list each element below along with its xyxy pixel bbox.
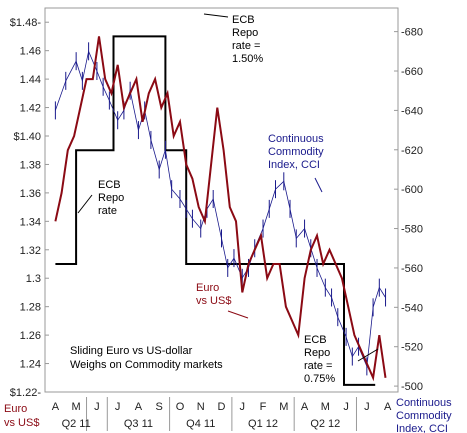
annotation-ecb-rate: rate (98, 205, 117, 217)
annotation-leader-cci (314, 177, 323, 193)
annotation-ecb-075: ECB (304, 334, 327, 346)
annotation-cci: Index, CCI (268, 159, 320, 171)
annotation-euro-label: vs US$ (196, 295, 231, 307)
y-right-axis-title: Commodity (396, 410, 452, 422)
annotation-ecb-075: 0.75% (304, 373, 335, 385)
y-left-tick-label: $1.40 (13, 131, 41, 143)
y-left-axis-title: vs US$ (4, 417, 39, 429)
x-quarter-label: Q1 12 (248, 418, 278, 430)
x-month-label: J (364, 401, 370, 413)
y-right-tick-label: -580 (401, 224, 423, 236)
x-quarter-label: Q2 12 (310, 418, 340, 430)
y-right-tick-label: -500 (401, 381, 423, 393)
x-month-label: J (115, 401, 121, 413)
annotation-title: Weighs on Commodity markets (70, 359, 223, 371)
y-right-tick-label: -520 (401, 342, 423, 354)
x-month-label: A (135, 401, 143, 413)
annotation-ecb-075: rate = (304, 360, 332, 372)
y-right-axis-title: Continuous (396, 397, 452, 409)
series-layer (54, 35, 387, 386)
annotation-cci: Commodity (268, 146, 324, 158)
annotation-ecb-075: Repo (304, 347, 330, 359)
y-left-tick-label: 1.42 (20, 103, 41, 115)
grid-layer (45, 21, 398, 431)
y-right-tick-label: -620 (401, 145, 423, 157)
x-quarter-label: Q2 11 (62, 418, 91, 430)
y-left-tick-label: $1.22- (10, 387, 42, 399)
y-right-tick-label: -600 (401, 184, 423, 196)
annotation-leader-ecb-rate (77, 194, 93, 214)
x-month-label: D (218, 401, 226, 413)
x-month-label: O (176, 401, 185, 413)
x-month-label: N (197, 401, 205, 413)
y-right-tick-label: -540 (401, 302, 423, 314)
y-left-tick-label: 1.46 (20, 46, 41, 58)
y-right-tick-label: -560 (401, 263, 423, 275)
cci-series-line (55, 49, 386, 368)
y-left-tick-label: 1.26 (20, 330, 41, 342)
x-quarter-label: Q3 11 (124, 418, 153, 430)
y-right-axis-title: Index, CCI (396, 423, 448, 433)
annotation-leader-ecb-150 (203, 13, 229, 18)
x-month-label: M (279, 401, 288, 413)
y-left-tick-label: $1.48- (10, 17, 42, 29)
y-left-tick-label: 1.44 (20, 74, 41, 86)
x-month-label: A (301, 401, 309, 413)
y-left-tick-label: 1.28 (20, 302, 41, 314)
y-left-tick-label: 1.36 (20, 188, 41, 200)
annotation-ecb-150: Repo (232, 27, 258, 39)
annotation-title: Sliding Euro vs US-dollar (70, 345, 193, 357)
x-month-label: J (240, 401, 246, 413)
plot-frame (44, 7, 399, 393)
annotation-ecb-150: 1.50% (232, 53, 263, 65)
annotation-leader-euro-label (227, 310, 249, 319)
x-month-label: A (52, 401, 60, 413)
y-right-tick-label: -680 (401, 27, 423, 39)
y-left-axis-title: Euro (4, 403, 27, 415)
x-quarter-label: Q4 11 (186, 418, 215, 430)
y-left-tick-label: 1.32 (20, 245, 41, 257)
y-right-tick-label: -660 (401, 66, 423, 78)
x-month-label: M (321, 401, 330, 413)
y-right-tick-label: -640 (401, 105, 423, 117)
label-layer: $1.22- 1.24 1.26 1.28 1.3 1.32 1.34 1.36 1.38 $1.… (4, 17, 452, 433)
y-left-tick-label: 1.24 (20, 359, 41, 371)
x-month-label: A (384, 401, 392, 413)
annotation-ecb-150: rate = (232, 40, 260, 52)
y-left-tick-label: 1.3 (26, 273, 41, 285)
annotation-ecb-rate: ECB (98, 179, 121, 191)
euro-series-line (54, 36, 387, 382)
y-left-tick-label: 1.38 (20, 159, 41, 171)
annotation-leader-ecb-075 (357, 348, 379, 362)
annotation-euro-label: Euro (196, 282, 219, 294)
x-month-label: M (72, 401, 81, 413)
y-left-tick-label: 1.34 (20, 216, 41, 228)
annotation-ecb-150: ECB (232, 14, 255, 26)
x-month-label: F (260, 401, 267, 413)
x-month-label: J (94, 401, 100, 413)
annotation-ecb-rate: Repo (98, 192, 124, 204)
x-month-label: J (343, 401, 349, 413)
x-month-label: S (156, 401, 163, 413)
annotation-cci: Continuous (268, 133, 324, 145)
